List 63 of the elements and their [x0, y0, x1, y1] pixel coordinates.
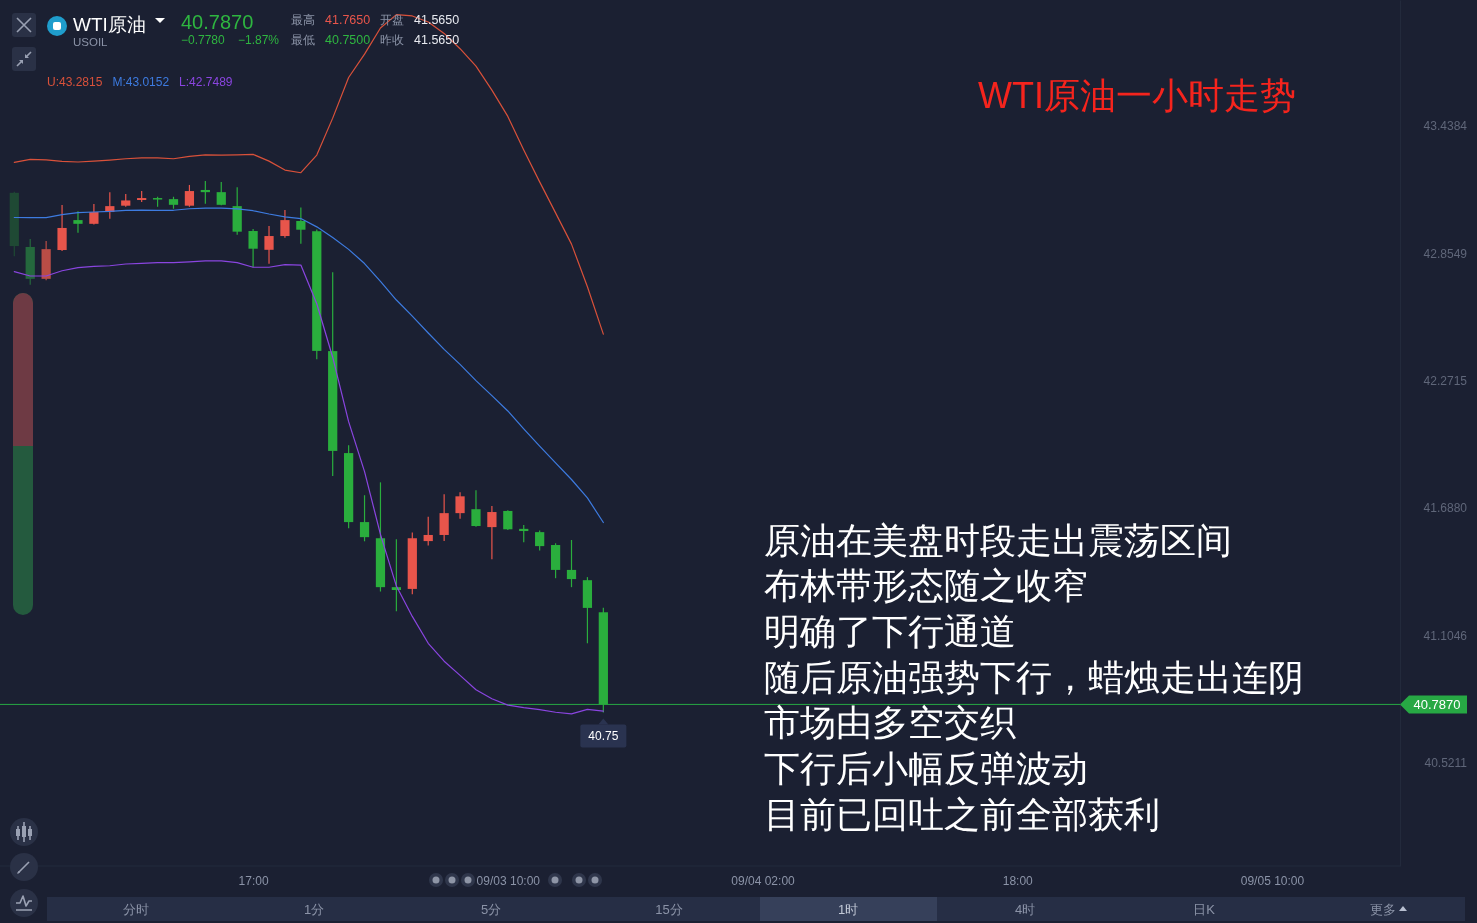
candlestick: [296, 206, 306, 245]
line-series: [13, 207, 604, 524]
candlestick: [264, 225, 274, 265]
annotation: WTI原油: [73, 13, 146, 35]
line-series: [13, 14, 604, 335]
candlestick: [423, 516, 433, 547]
candlestick: [184, 184, 195, 208]
text: 1时: [837, 901, 859, 917]
y-tick-label: 41.1046: [1423, 628, 1468, 643]
x-tick-label: 09/05 10:00: [1240, 873, 1305, 888]
annotation: 下行后小幅反弹波动: [764, 748, 1088, 790]
annotation: USOIL: [73, 36, 109, 49]
text: 日K: [1193, 901, 1216, 917]
annotation: 41.7650: [325, 13, 371, 28]
annotation: 市场由多空交织: [764, 702, 1016, 744]
annotation: −0.7780: [181, 33, 226, 48]
candlestick: [248, 228, 258, 268]
text: 1分: [303, 901, 325, 917]
candlestick: [535, 529, 545, 552]
text: 5分: [480, 901, 502, 917]
annotation: 40.7500: [325, 33, 371, 48]
x-tick-label: 09/03 10:00: [476, 873, 541, 888]
annotation: 布林带形态随之收窄: [764, 565, 1088, 607]
candlestick: [439, 493, 449, 542]
text: WTI原油一小时走势: [978, 74, 1296, 116]
annotation: 明确了下行通道: [764, 611, 1016, 652]
y-tick-label: 42.8549: [1423, 246, 1468, 261]
annotation: 目前已回吐之前全部获利: [764, 793, 1160, 835]
candlestick: [280, 209, 290, 239]
annotation: 原油在美盘时段走出震荡区间: [764, 519, 1232, 561]
annotation: 开盘: [380, 13, 404, 28]
annotation: 最低: [291, 33, 315, 48]
annotation: −1.87%: [238, 33, 280, 48]
y-tick-label: 42.2715: [1423, 373, 1468, 388]
text: U:43.2815: [47, 75, 103, 90]
x-tick-label: 18:00: [1002, 873, 1034, 888]
text: 15分: [655, 901, 683, 917]
y-tick-label: 41.6880: [1423, 501, 1468, 516]
candlestick: [57, 204, 67, 252]
x-tick-label: 09/04 02:00: [731, 873, 796, 888]
candlestick: [200, 180, 210, 205]
candlestick: [73, 210, 83, 234]
text: 更多: [1370, 901, 1396, 917]
annotation: 40.75: [588, 729, 619, 744]
candlestick: [566, 539, 577, 588]
ref-line-label: 40.7870: [1413, 696, 1461, 712]
text: 分时: [123, 901, 149, 917]
annotation: 最高: [291, 13, 315, 28]
candlestick: [455, 491, 465, 520]
annotation: 昨收: [380, 33, 404, 48]
annotation: 随后原油强势下行，蜡烛走出连阴: [764, 656, 1304, 698]
candlestick: [471, 489, 481, 528]
candlestick: [503, 509, 513, 531]
text: L:42.7489: [179, 75, 233, 90]
candlestick: [487, 505, 497, 560]
text: M:43.0152: [112, 75, 170, 90]
y-tick-label: 43.4384: [1423, 119, 1468, 134]
text: 4时: [1014, 901, 1036, 917]
annotation: 40.7870: [181, 11, 254, 33]
x-tick-label: 17:00: [238, 873, 269, 888]
line-series: [13, 260, 604, 715]
candlestick: [359, 494, 370, 542]
y-tick-label: 40.5211: [1424, 756, 1468, 771]
